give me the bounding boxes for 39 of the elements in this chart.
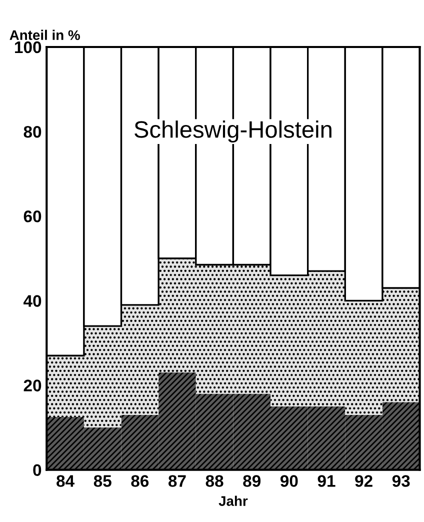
x-tick-label: 93 — [392, 475, 410, 487]
x-tick-label: 92 — [355, 475, 372, 487]
x-tick-label: 87 — [168, 475, 186, 487]
y-tick-label: 40 — [23, 295, 42, 307]
bar — [345, 300, 382, 415]
bar — [270, 275, 308, 406]
bar — [382, 402, 420, 470]
y-axis-title: Anteil in % — [10, 30, 80, 40]
bar — [196, 264, 234, 394]
text: Schleswig-Holstein — [134, 120, 332, 143]
y-tick-label: 20 — [24, 380, 42, 392]
bar — [121, 414, 159, 470]
bar — [308, 406, 346, 470]
bar — [382, 288, 420, 402]
bar — [84, 428, 122, 470]
bar — [46, 416, 84, 470]
bar — [46, 356, 84, 417]
bar — [196, 394, 234, 470]
x-tick-label: 91 — [318, 475, 336, 487]
bar — [84, 326, 122, 428]
bar — [158, 258, 196, 373]
y-tick-label: 60 — [24, 210, 42, 222]
x-tick-label: 85 — [94, 475, 112, 487]
x-tick-label: 89 — [243, 475, 261, 487]
y-tick-label: 100 — [15, 41, 42, 54]
bar — [233, 394, 271, 470]
y-tick-label: 80 — [24, 126, 42, 138]
y-tick-label: 0 — [33, 464, 42, 476]
x-tick-label: 84 — [56, 475, 74, 487]
x-axis-title: Jahr — [218, 496, 248, 506]
bar — [233, 264, 271, 394]
bar — [121, 304, 159, 415]
bar — [158, 372, 196, 470]
x-tick-label: 88 — [206, 475, 224, 487]
bar — [308, 271, 346, 406]
bar — [345, 414, 382, 470]
x-tick-label: 90 — [280, 475, 298, 487]
x-tick-label: 86 — [131, 475, 149, 487]
bar — [270, 406, 308, 470]
